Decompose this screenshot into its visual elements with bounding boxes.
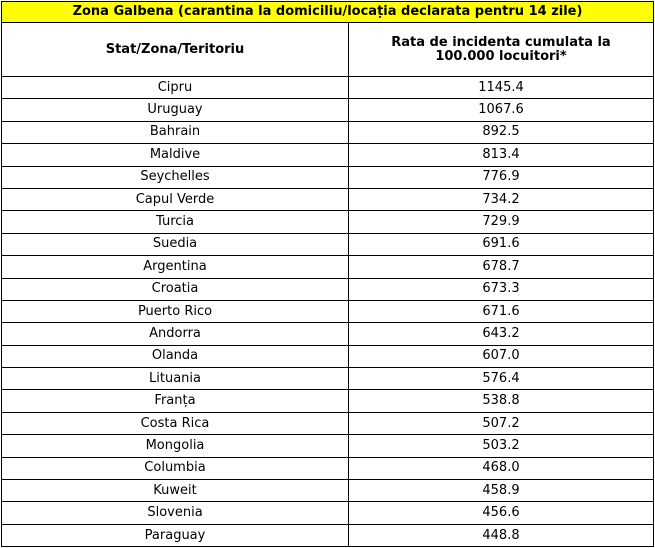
table-row: Puerto Rico 671.6 <box>1 299 654 324</box>
rate-cell: 607.0 <box>348 344 654 369</box>
rate-cell: 892.5 <box>348 120 654 145</box>
table-row: Columbia 468.0 <box>1 456 654 481</box>
rate-cell: 538.8 <box>348 389 654 413</box>
country-cell: Lituania <box>1 367 349 391</box>
rate-cell: 1145.4 <box>348 75 654 100</box>
table-row: Capul Verde 734.2 <box>1 187 654 212</box>
country-cell: Costa Rica <box>1 411 349 436</box>
country-cell: Uruguay <box>1 98 349 122</box>
country-cell: Maldive <box>1 143 349 167</box>
country-cell: Argentina <box>1 255 349 279</box>
table-row: Costa Rica 507.2 <box>1 411 654 436</box>
rate-cell: 468.0 <box>348 456 654 481</box>
table-title: Zona Galbena (carantina la domiciliu/loc… <box>1 1 654 23</box>
table-row: Croatia 673.3 <box>1 277 654 301</box>
table-header-row: Stat/Zona/Teritoriu Rata de incidenta cu… <box>1 22 654 77</box>
rate-cell: 734.2 <box>348 187 654 212</box>
rate-cell: 671.6 <box>348 299 654 324</box>
country-cell: Seychelles <box>1 165 349 189</box>
rate-cell: 456.6 <box>348 501 654 525</box>
country-cell: Puerto Rico <box>1 299 349 324</box>
rate-cell: 691.6 <box>348 232 654 257</box>
country-cell: Andorra <box>1 322 349 346</box>
rate-cell: 776.9 <box>348 165 654 189</box>
rate-cell: 729.9 <box>348 210 654 234</box>
country-cell: Paraguay <box>1 523 349 548</box>
country-cell: Croatia <box>1 277 349 301</box>
table-row: Cipru 1145.4 <box>1 75 654 100</box>
country-cell: Slovenia <box>1 501 349 525</box>
rate-cell: 1067.6 <box>348 98 654 122</box>
table-row: Turcia 729.9 <box>1 210 654 234</box>
table-row: Argentina 678.7 <box>1 255 654 279</box>
rate-cell: 673.3 <box>348 277 654 301</box>
country-cell: Capul Verde <box>1 187 349 212</box>
table-row: Lituania 576.4 <box>1 367 654 391</box>
table-body: Cipru 1145.4 Uruguay 1067.6 Bahrain 892.5 Mald… <box>1 75 654 548</box>
rate-cell: 643.2 <box>348 322 654 346</box>
country-cell: Columbia <box>1 456 349 481</box>
column-header-rate-line1: Rata de incidenta cumulata la <box>391 34 611 50</box>
rate-cell: 678.7 <box>348 255 654 279</box>
table-row: Olanda 607.0 <box>1 344 654 369</box>
table-row: Bahrain 892.5 <box>1 120 654 145</box>
table-row: Maldive 813.4 <box>1 143 654 167</box>
rate-cell: 503.2 <box>348 434 654 458</box>
table-row: Mongolia 503.2 <box>1 434 654 458</box>
table-row: Franța 538.8 <box>1 389 654 413</box>
country-cell: Franța <box>1 389 349 413</box>
column-header-rate-line2: 100.000 locuitori* <box>435 48 567 64</box>
country-cell: Kuweit <box>1 479 349 503</box>
table-row: Suedia 691.6 <box>1 232 654 257</box>
country-cell: Mongolia <box>1 434 349 458</box>
rate-cell: 458.9 <box>348 479 654 503</box>
country-cell: Turcia <box>1 210 349 234</box>
table-row: Andorra 643.2 <box>1 322 654 346</box>
table-row: Seychelles 776.9 <box>1 165 654 189</box>
rate-cell: 813.4 <box>348 143 654 167</box>
country-cell: Suedia <box>1 232 349 257</box>
table-title-row: Zona Galbena (carantina la domiciliu/loc… <box>1 1 654 23</box>
table-row: Kuweit 458.9 <box>1 479 654 503</box>
rate-cell: 507.2 <box>348 411 654 436</box>
rate-cell: 576.4 <box>348 367 654 391</box>
country-cell: Olanda <box>1 344 349 369</box>
column-header-country: Stat/Zona/Teritoriu <box>1 22 349 77</box>
country-cell: Bahrain <box>1 120 349 145</box>
column-header-rate: Rata de incidenta cumulata la 100.000 lo… <box>348 22 654 77</box>
country-cell: Cipru <box>1 75 349 100</box>
rate-cell: 448.8 <box>348 523 654 548</box>
table-row: Paraguay 448.8 <box>1 523 654 548</box>
table-row: Slovenia 456.6 <box>1 501 654 525</box>
table-row: Uruguay 1067.6 <box>1 98 654 122</box>
